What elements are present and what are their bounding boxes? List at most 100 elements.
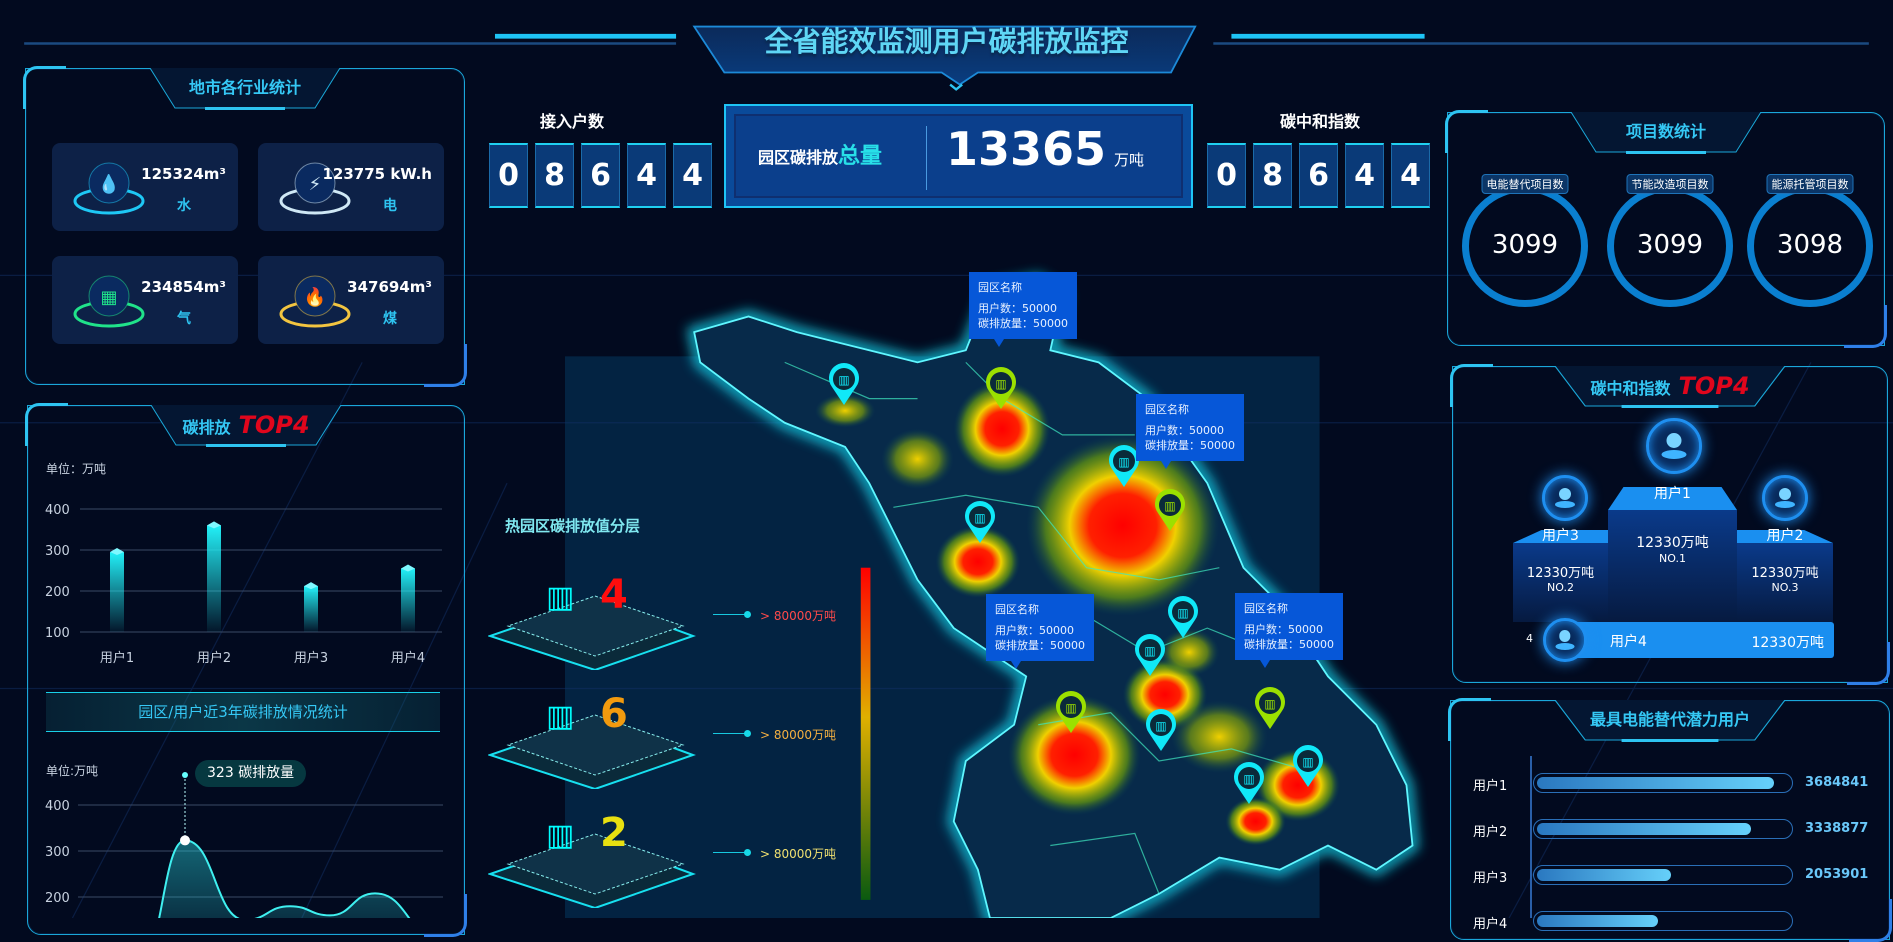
- svg-text:⚡: ⚡: [309, 174, 322, 195]
- digit-box: 0: [1207, 143, 1246, 208]
- total-unit: 万吨: [1114, 151, 1145, 169]
- building-icon: ▥: [546, 580, 575, 615]
- lightning-icon: ⚡: [278, 153, 352, 219]
- svg-text:▥: ▥: [1303, 755, 1314, 769]
- map-marker[interactable]: ▥: [1291, 745, 1325, 789]
- map-marker[interactable]: ▥: [1166, 595, 1200, 640]
- potential-row: 用户3 2053901: [1473, 865, 1869, 886]
- svg-text:▥: ▥: [1155, 719, 1166, 733]
- digit-box: 4: [673, 143, 712, 208]
- progress-fill: [1537, 823, 1752, 835]
- svg-text:▥: ▥: [1244, 772, 1255, 786]
- progress-fill: [1537, 915, 1658, 927]
- x-tick-label: 用户1: [100, 650, 134, 666]
- svg-text:▥: ▥: [1118, 455, 1129, 469]
- map-tooltip: 园区名称 用户数：50000 碳排放量：50000: [986, 594, 1094, 669]
- project-count-ring: 节能改造项目数 3099: [1607, 174, 1733, 307]
- bar: [110, 548, 124, 632]
- total-label-highlight: 总量: [838, 144, 883, 169]
- avatar-third: [1762, 475, 1808, 521]
- chart-tooltip: 323 碳排放量: [195, 760, 307, 787]
- svg-text:💧: 💧: [98, 173, 120, 195]
- access-count-label: 接入户数: [540, 112, 605, 131]
- stat-tile: ▦ 234854m³ 气: [52, 256, 238, 344]
- panel-title: 项目数统计: [1571, 112, 1761, 154]
- map-tooltip: 园区名称 用户数：50000 碳排放量：50000: [1136, 394, 1244, 469]
- neutral-top4-panel: 碳中和指数 TOP4: [1450, 364, 1890, 685]
- y-tick-label: 200: [45, 585, 70, 600]
- total-label: 园区碳排放: [758, 148, 839, 167]
- avatar-second: [1542, 475, 1588, 521]
- projects-panel: 项目数统计: [1445, 110, 1887, 348]
- digit-box: 4: [627, 143, 666, 208]
- page-title: 全省能效监测用户碳排放监控: [764, 25, 1129, 58]
- series-line: [158, 839, 411, 918]
- map-marker[interactable]: ▥: [827, 362, 861, 407]
- panel-title: 最具电能替代潜力用户: [1555, 700, 1785, 742]
- map-marker[interactable]: ▥: [1232, 762, 1266, 806]
- svg-text:▦: ▦: [100, 287, 117, 308]
- map-marker[interactable]: ▥: [1107, 444, 1141, 489]
- podium-first: 用户1 12330万吨 NO.1: [1608, 486, 1737, 622]
- digit-box: 8: [1253, 143, 1292, 208]
- layers-title: 热园区碳排放值分层: [505, 517, 641, 535]
- map-marker[interactable]: ▥: [1253, 687, 1287, 731]
- svg-text:▥: ▥: [1164, 499, 1175, 513]
- fourth-rank: 4: [1526, 632, 1533, 645]
- stat-tile: 💧 125324m³ 水: [52, 143, 238, 231]
- y-tick-label: 200: [45, 891, 70, 906]
- total-value: 13365: [946, 122, 1107, 176]
- map-marker[interactable]: ▥: [1054, 690, 1088, 735]
- map-marker[interactable]: ▥: [1133, 634, 1167, 678]
- project-count-ring: 电能替代项目数 3099: [1462, 174, 1588, 307]
- map-marker[interactable]: ▥: [984, 367, 1018, 411]
- neutral-index-label: 碳中和指数: [1280, 112, 1361, 131]
- x-tick-label: 用户4: [391, 650, 425, 666]
- bar-unit-label: 单位：万吨: [46, 462, 107, 476]
- progress-track: [1533, 911, 1793, 931]
- carbon-top4-panel: 碳排放 TOP4: [25, 403, 467, 937]
- svg-text:▥: ▥: [1065, 701, 1076, 715]
- progress-track: [1533, 819, 1793, 839]
- building-icon: ▥: [546, 699, 575, 734]
- x-tick-label: 用户3: [294, 650, 328, 666]
- svg-text:▥: ▥: [1264, 697, 1275, 711]
- fourth-place-row: 用户4 12330万吨: [1565, 622, 1834, 658]
- podium-second: 用户3 12330万吨 NO.2: [1513, 528, 1608, 622]
- layer-item: ▥ 4 > 80000万吨: [488, 572, 888, 670]
- svg-text:▥: ▥: [995, 377, 1006, 391]
- map-marker[interactable]: ▥: [963, 501, 997, 545]
- area-chart: 200 300 400: [45, 772, 443, 918]
- data-point: [180, 835, 190, 846]
- map-marker[interactable]: ▥: [1153, 489, 1187, 533]
- svg-text:▥: ▥: [1177, 606, 1188, 620]
- potential-row: 用户2 3338877: [1473, 819, 1869, 840]
- bar: [207, 521, 221, 632]
- gas-icon: ▦: [72, 266, 146, 332]
- map-marker[interactable]: ▥: [1144, 709, 1178, 753]
- map-tooltip: 园区名称 用户数：50000 碳排放量：50000: [1235, 593, 1343, 668]
- progress-track: [1533, 773, 1793, 793]
- progress-fill: [1537, 777, 1774, 789]
- project-count-ring: 能源托管项目数 3098: [1747, 174, 1873, 307]
- progress-track: [1533, 865, 1793, 885]
- digit-box: 4: [1345, 143, 1384, 208]
- svg-text:▥: ▥: [974, 511, 985, 525]
- color-scale-bar: [860, 567, 871, 900]
- potential-row: 用户4: [1470, 910, 1890, 934]
- total-emission-box: 园区碳排放总量 13365 万吨: [724, 104, 1193, 208]
- digit-box: 6: [581, 143, 620, 208]
- progress-fill: [1537, 869, 1671, 881]
- layer-item: ▥ 2 > 80000万吨: [488, 810, 888, 908]
- trend-banner: 园区/用户近3年碳排放情况统计: [46, 692, 440, 732]
- digit-box: 0: [489, 143, 528, 208]
- y-tick-label: 400: [45, 799, 70, 814]
- x-tick-label: 用户2: [197, 650, 231, 666]
- bar: [401, 564, 415, 632]
- layer-item: ▥ 6 > 80000万吨: [488, 691, 888, 789]
- svg-text:▥: ▥: [1145, 644, 1156, 658]
- water-drop-icon: 💧: [72, 153, 146, 219]
- svg-text:🔥: 🔥: [304, 286, 326, 308]
- header-frame: [692, 25, 1197, 86]
- avatar-fourth: [1543, 618, 1587, 662]
